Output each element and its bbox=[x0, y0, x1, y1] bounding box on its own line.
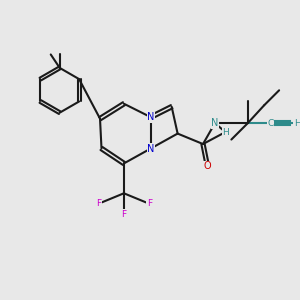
Text: N: N bbox=[147, 143, 154, 154]
Text: C: C bbox=[267, 118, 273, 127]
Text: N: N bbox=[147, 112, 154, 122]
Text: F: F bbox=[96, 199, 101, 208]
Text: H: H bbox=[294, 118, 300, 127]
Text: H: H bbox=[222, 128, 229, 136]
Text: F: F bbox=[147, 199, 152, 208]
Text: F: F bbox=[121, 210, 127, 219]
Text: N: N bbox=[211, 118, 219, 128]
Text: O: O bbox=[204, 161, 211, 171]
